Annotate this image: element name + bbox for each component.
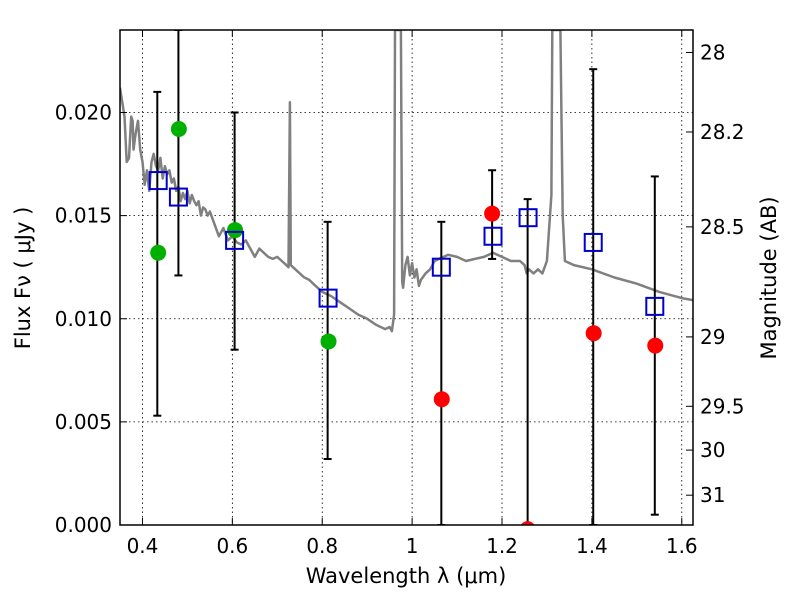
observed-point	[170, 121, 187, 137]
x-axis-title: Wavelength λ (μm)	[306, 564, 507, 588]
observed-point	[433, 391, 450, 408]
observed-point	[520, 521, 535, 525]
model-band-square	[583, 232, 603, 252]
right-tick-label: 28	[700, 40, 725, 64]
axis-ticks: 0.4 0.6 0.8 1 1.2 1.4 1.6 0.000 0.005 0.010 0.015 0…	[55, 30, 745, 558]
model-band-square	[483, 226, 503, 246]
x-tick-label: 1.2	[486, 534, 518, 558]
x-tick-label: 0.8	[306, 534, 338, 558]
right-axis-title: Magnitude (AB)	[757, 196, 781, 359]
y-tick-label: 0.015	[55, 204, 112, 228]
y-tick-label: 0.005	[55, 410, 112, 434]
observed-point	[647, 337, 664, 354]
y-tick-label: 0.000	[55, 513, 112, 537]
x-tick-label: 1	[406, 534, 419, 558]
right-tick-label: 30	[700, 438, 725, 462]
model-band-square	[318, 288, 338, 308]
x-tick-label: 0.4	[127, 534, 159, 558]
observed-point	[320, 333, 337, 350]
model-band-square	[225, 230, 245, 250]
sed-model-line	[120, 30, 693, 333]
model-band-square	[518, 208, 538, 228]
model-band-square	[645, 296, 665, 316]
right-tick-label: 31	[700, 483, 725, 507]
right-tick-label: 28.5	[700, 215, 745, 239]
y-tick-label: 0.020	[55, 101, 112, 125]
x-tick-label: 0.6	[216, 534, 248, 558]
model-band-square	[168, 187, 188, 207]
observed-point	[227, 222, 244, 239]
grid-lines	[120, 30, 693, 526]
plot-frame	[119, 29, 694, 526]
model-band-square	[431, 257, 451, 277]
model-band-square	[148, 171, 168, 191]
observed-point	[150, 244, 167, 261]
right-tick-label: 28.2	[700, 120, 745, 144]
right-tick-label: 29.5	[700, 394, 745, 418]
y-axis-title: Flux Fν ( μJy )	[11, 207, 35, 350]
observed-point	[585, 325, 602, 342]
plot-area	[120, 30, 693, 525]
x-tick-label: 1.6	[666, 534, 698, 558]
x-tick-label: 1.4	[576, 534, 608, 558]
y-tick-label: 0.010	[55, 307, 112, 331]
observed-point	[484, 205, 501, 222]
right-tick-label: 29	[700, 325, 725, 349]
